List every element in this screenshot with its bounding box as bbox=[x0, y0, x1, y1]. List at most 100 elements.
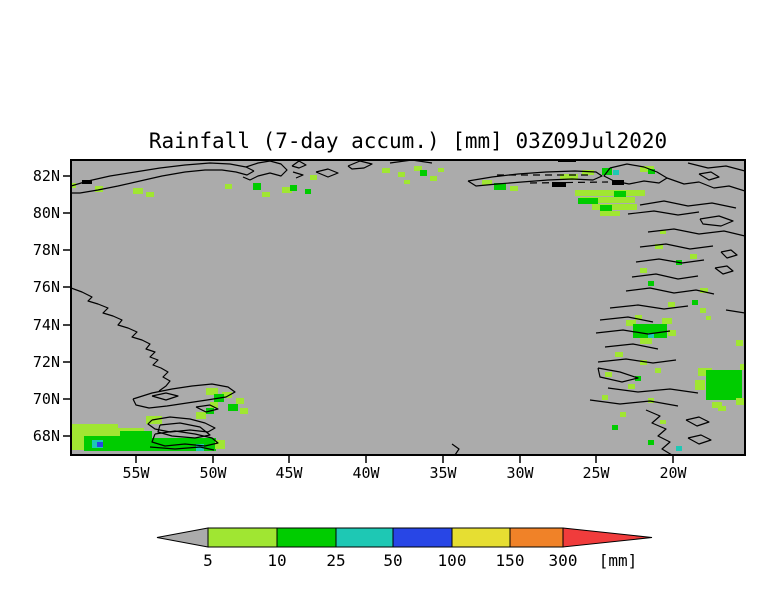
colorbar-layer: 5 10 25 50 100 150 300 bbox=[156, 527, 653, 570]
rain-cell bbox=[640, 338, 652, 344]
rain-cell bbox=[133, 188, 143, 194]
rain-cell bbox=[635, 315, 642, 320]
coastline bbox=[609, 304, 689, 310]
rain-cell bbox=[695, 380, 705, 390]
coastline bbox=[604, 343, 659, 350]
rain-cell bbox=[575, 190, 645, 196]
lat-tick-label: 70N bbox=[33, 390, 60, 408]
colorbar-tick-label: 150 bbox=[496, 551, 525, 570]
rain-cell bbox=[648, 281, 654, 286]
lat-tick-label: 82N bbox=[33, 167, 60, 185]
coastline bbox=[149, 446, 215, 451]
coastline bbox=[645, 409, 673, 455]
coastline bbox=[625, 287, 715, 295]
coastline bbox=[631, 273, 699, 280]
rain-cell bbox=[228, 404, 238, 411]
map-layer bbox=[70, 159, 746, 456]
rain-cell bbox=[615, 352, 623, 357]
lon-tick-label: 25W bbox=[582, 464, 610, 482]
lon-tick-label: 35W bbox=[429, 464, 457, 482]
rain-cell bbox=[660, 230, 666, 234]
rain-cell bbox=[582, 170, 594, 175]
rain-cell bbox=[290, 185, 297, 191]
coastline bbox=[607, 387, 699, 394]
rain-cell bbox=[404, 180, 410, 184]
coastline bbox=[639, 243, 714, 250]
colorbar-tick-label: 300 bbox=[549, 551, 578, 570]
plot-title: Rainfall (7-day accum.) [mm] 03Z09Jul202… bbox=[149, 129, 667, 153]
coastline bbox=[291, 160, 307, 169]
rain-cell bbox=[655, 244, 663, 249]
coastline bbox=[595, 329, 671, 335]
rain-cell bbox=[215, 440, 225, 449]
lon-tick-label: 40W bbox=[352, 464, 380, 482]
lat-tick-label: 72N bbox=[33, 353, 60, 371]
rain-cell bbox=[628, 384, 635, 389]
rain-cell bbox=[692, 300, 698, 305]
coastline bbox=[589, 399, 679, 407]
colorbar-segment bbox=[335, 527, 394, 548]
colorbar-segment bbox=[451, 527, 511, 548]
rain-cell bbox=[640, 166, 654, 172]
rain-cell bbox=[71, 424, 118, 438]
rain-cell bbox=[668, 330, 676, 336]
rain-cell bbox=[648, 169, 655, 174]
rain-cell bbox=[97, 442, 103, 447]
rain-cell bbox=[736, 398, 744, 405]
rain-cell bbox=[600, 205, 612, 211]
rain-cell bbox=[398, 172, 405, 177]
rain-cell bbox=[146, 192, 154, 197]
rain-cell bbox=[614, 191, 626, 197]
lat-tick-label: 74N bbox=[33, 316, 60, 334]
rain-cell bbox=[282, 187, 292, 193]
rain-cell bbox=[668, 302, 675, 307]
lon-tick-label: 55W bbox=[122, 464, 150, 482]
rain-cell bbox=[305, 189, 311, 194]
rain-cell bbox=[700, 288, 708, 293]
rain-cell bbox=[310, 175, 317, 180]
rain-cell bbox=[253, 183, 261, 190]
rain-cell bbox=[655, 368, 661, 373]
rain-cell bbox=[640, 360, 647, 365]
rain-cell bbox=[620, 412, 626, 417]
rain-cell bbox=[706, 316, 711, 320]
lat-tick-label: 76N bbox=[33, 278, 60, 296]
lon-tick-label: 20W bbox=[659, 464, 687, 482]
rain-cell bbox=[196, 412, 206, 419]
coastline bbox=[451, 443, 460, 455]
lat-tick-label: 78N bbox=[33, 241, 60, 259]
colorbar-tick-label: 25 bbox=[326, 551, 345, 570]
rain-cell bbox=[262, 192, 270, 197]
rain-cell bbox=[222, 392, 232, 398]
colorbar-arrow-right bbox=[562, 527, 653, 548]
lat-tick-label: 80N bbox=[33, 204, 60, 222]
colorbar-tick-label: 10 bbox=[267, 551, 286, 570]
rain-cell bbox=[482, 180, 492, 185]
rain-cell bbox=[236, 398, 244, 404]
coastline bbox=[597, 367, 639, 383]
coastline bbox=[714, 265, 734, 275]
coastline bbox=[666, 177, 745, 192]
rain-cell bbox=[210, 402, 218, 408]
rain-cell bbox=[592, 204, 637, 210]
coastline bbox=[647, 228, 745, 237]
coastline bbox=[699, 215, 734, 227]
coastline bbox=[635, 258, 705, 264]
rain-cell bbox=[120, 431, 152, 439]
colorbar-tick-label: 5 bbox=[203, 551, 213, 570]
rain-cell bbox=[602, 395, 608, 400]
coastline-dashed bbox=[529, 181, 609, 184]
coastline bbox=[151, 430, 219, 447]
colorbar-segment bbox=[276, 527, 337, 548]
rain-cell bbox=[633, 324, 667, 338]
coastline bbox=[685, 416, 710, 427]
coastline bbox=[720, 249, 738, 259]
colorbar-arrow-left bbox=[156, 527, 209, 548]
coastline bbox=[315, 168, 339, 178]
coastline bbox=[71, 162, 255, 187]
rain-cell bbox=[676, 446, 682, 451]
coastline bbox=[151, 392, 179, 401]
rain-cell bbox=[494, 183, 506, 190]
rain-cell bbox=[605, 372, 612, 377]
